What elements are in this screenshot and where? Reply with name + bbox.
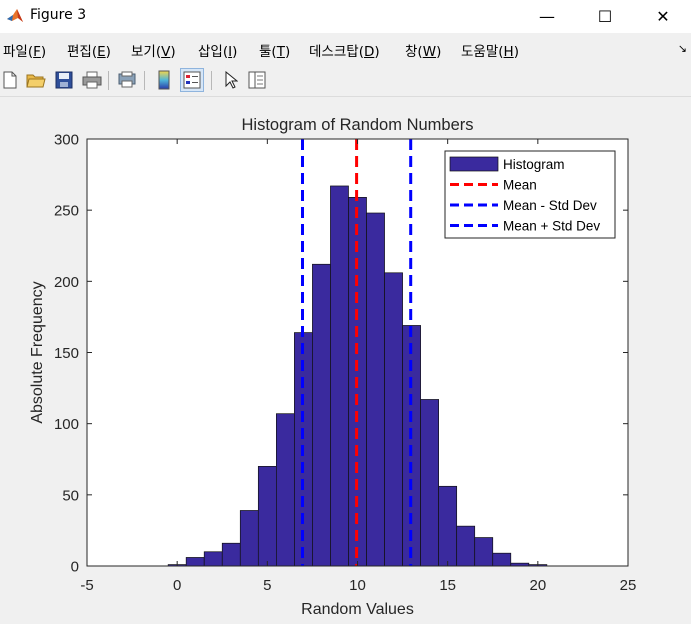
histogram-bar bbox=[384, 272, 403, 567]
insert-legend-icon bbox=[183, 71, 201, 89]
histogram-bar bbox=[276, 413, 295, 567]
edit-plot-arrow-icon bbox=[225, 71, 238, 89]
histogram-bar bbox=[492, 552, 512, 567]
x-tick-label: 25 bbox=[620, 577, 637, 594]
legend: Histogram Mean Mean - Std Dev Mean + Std De… bbox=[444, 150, 616, 239]
y-tick-label: 100 bbox=[54, 416, 79, 433]
open-file-button[interactable] bbox=[24, 68, 48, 92]
histogram-bar bbox=[366, 212, 385, 567]
histogram-bar bbox=[420, 399, 440, 567]
legend-label: Mean - Std Dev bbox=[503, 198, 597, 213]
menu-file[interactable]: 파일(F) bbox=[3, 44, 47, 60]
menu-edit[interactable]: 편집(E) bbox=[67, 44, 111, 60]
legend-label: Histogram bbox=[503, 157, 565, 172]
y-tick-label: 250 bbox=[54, 203, 79, 220]
x-axis-label: Random Values bbox=[301, 601, 414, 618]
histogram-bar bbox=[257, 466, 277, 567]
menu-tools[interactable]: 툴(T) bbox=[259, 44, 291, 60]
window-titlebar: Figure 3 — ☐ ✕ bbox=[0, 0, 691, 33]
histogram-bar bbox=[438, 485, 458, 567]
matlab-logo-icon bbox=[7, 9, 23, 22]
x-tick-label: 0 bbox=[173, 577, 181, 594]
window-title: Figure 3 bbox=[30, 7, 87, 23]
insert-colorbar-button[interactable] bbox=[152, 68, 176, 92]
histogram-bar bbox=[312, 263, 331, 567]
menu-help[interactable]: 도움말(H) bbox=[461, 44, 519, 60]
reference-lines bbox=[300, 139, 413, 566]
legend-label: Mean bbox=[503, 178, 537, 193]
property-inspector-icon bbox=[248, 71, 266, 89]
edit-plot-button[interactable] bbox=[219, 68, 243, 92]
menu-view[interactable]: 보기(V) bbox=[131, 44, 176, 60]
y-axis-ticks: 0 50 100 150 200 250 300 bbox=[54, 132, 628, 576]
save-icon bbox=[55, 71, 73, 89]
close-button[interactable]: ✕ bbox=[634, 0, 691, 33]
print-preview-button[interactable] bbox=[115, 68, 139, 92]
property-inspector-button[interactable] bbox=[245, 68, 269, 92]
y-axis-label: Absolute Frequency bbox=[29, 281, 46, 423]
maximize-button[interactable]: ☐ bbox=[576, 0, 634, 33]
print-button[interactable] bbox=[80, 68, 104, 92]
insert-colorbar-icon bbox=[158, 70, 170, 90]
menu-insert[interactable]: 삽입(I) bbox=[198, 44, 238, 60]
histogram-bar bbox=[221, 542, 241, 567]
minimize-button[interactable]: — bbox=[518, 0, 576, 33]
menu-bar: 파일(F) 편집(E) 보기(V) 삽입(I) 툴(T) 데스크탑(D) 창(W… bbox=[0, 36, 691, 62]
y-tick-label: 0 bbox=[71, 559, 79, 576]
open-file-icon bbox=[26, 74, 46, 88]
save-button[interactable] bbox=[52, 68, 76, 92]
chart-title: Histogram of Random Numbers bbox=[242, 116, 474, 134]
x-tick-label: 5 bbox=[263, 577, 271, 594]
histogram-bar bbox=[239, 510, 259, 567]
close-icon: ✕ bbox=[656, 7, 670, 26]
legend-label: Mean + Std Dev bbox=[503, 219, 600, 234]
histogram-bar bbox=[474, 537, 494, 567]
toolbar-separator bbox=[211, 71, 212, 90]
histogram-bar bbox=[330, 185, 349, 567]
print-icon bbox=[82, 71, 102, 89]
y-tick-label: 300 bbox=[54, 132, 79, 149]
x-tick-label: 20 bbox=[529, 577, 546, 594]
figure-toolbar bbox=[0, 64, 691, 97]
maximize-icon: ☐ bbox=[597, 7, 613, 26]
x-axis-ticks: -5 0 5 10 15 20 25 bbox=[80, 139, 636, 594]
print-preview-icon bbox=[118, 71, 136, 88]
menu-dock-arrow-icon[interactable]: ↘ bbox=[677, 42, 687, 55]
figure-canvas: -5 0 5 10 15 20 25 0 50 100 150 200 250 300 Histogra… bbox=[0, 97, 691, 620]
x-tick-label: -5 bbox=[80, 577, 93, 594]
histogram-bar bbox=[185, 557, 205, 567]
histogram-bar bbox=[456, 525, 476, 567]
new-figure-icon bbox=[3, 71, 17, 89]
y-tick-label: 50 bbox=[62, 487, 79, 504]
legend-swatch bbox=[449, 156, 499, 172]
x-tick-label: 15 bbox=[439, 577, 456, 594]
insert-legend-button[interactable] bbox=[180, 68, 204, 92]
y-tick-label: 150 bbox=[54, 345, 79, 362]
x-tick-label: 10 bbox=[349, 577, 366, 594]
new-figure-button[interactable] bbox=[0, 68, 22, 92]
histogram-bar bbox=[203, 551, 223, 567]
toolbar-separator bbox=[144, 71, 145, 90]
minimize-icon: — bbox=[539, 7, 555, 26]
menu-desktop[interactable]: 데스크탑(D) bbox=[309, 44, 380, 60]
menu-window[interactable]: 창(W) bbox=[405, 44, 442, 60]
toolbar-separator bbox=[108, 71, 109, 90]
y-tick-label: 200 bbox=[54, 274, 79, 291]
histogram-bars bbox=[167, 185, 548, 567]
